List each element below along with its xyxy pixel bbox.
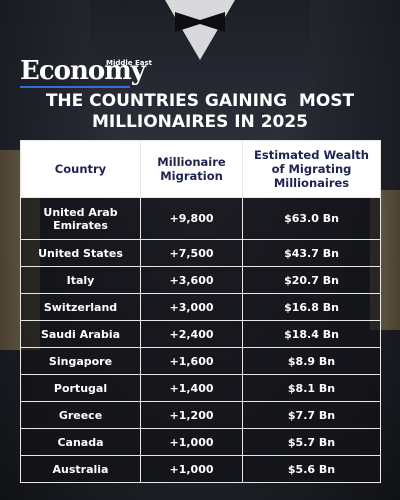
table-row: Singapore +1,600 $8.9 Bn	[20, 347, 381, 375]
table-row: Italy +3,600 $20.7 Bn	[20, 266, 381, 294]
table-row: United Arab Emirates +9,800 $63.0 Bn	[20, 197, 381, 240]
table-cell: Greece	[20, 401, 141, 429]
header-cell: Estimated Wealth of Migrating Millionair…	[242, 140, 381, 198]
header-cell: Country	[20, 140, 141, 198]
header-row: Country Millionaire Migration Estimated We…	[20, 140, 381, 198]
title-line: THE COUNTRIES GAINING MOST	[45, 91, 355, 111]
table-cell: +3,600	[140, 266, 243, 294]
table-row: Switzerland +3,000 $16.8 Bn	[20, 293, 381, 321]
table-cell: Switzerland	[20, 293, 141, 321]
background-bowtie	[175, 12, 225, 32]
table-cell: Italy	[20, 266, 141, 294]
brand: Middle East Economy	[20, 56, 152, 88]
table-cell: $8.9 Bn	[242, 347, 381, 375]
table-cell: Canada	[20, 428, 141, 456]
table-cell: +1,200	[140, 401, 243, 429]
table-cell: $18.4 Bn	[242, 320, 381, 348]
table-cell: +9,800	[140, 197, 243, 240]
table-cell: United Arab Emirates	[20, 197, 141, 240]
title: THE COUNTRIES GAINING MOST MILLIONAIRES I…	[0, 91, 400, 133]
brand-small: Middle East	[106, 59, 152, 67]
table-cell: +2,400	[140, 320, 243, 348]
table: Country Millionaire Migration Estimated We…	[20, 140, 381, 483]
table-row: Saudi Arabia +2,400 $18.4 Bn	[20, 320, 381, 348]
table-cell: Australia	[20, 455, 141, 483]
table-cell: +1,400	[140, 374, 243, 402]
table-cell: $5.6 Bn	[242, 455, 381, 483]
table-cell: Singapore	[20, 347, 141, 375]
brand-underline	[20, 86, 130, 88]
table-cell: +3,000	[140, 293, 243, 321]
title-line: MILLIONAIRES IN 2025	[91, 112, 309, 132]
table-cell: +1,000	[140, 428, 243, 456]
table-cell: Saudi Arabia	[20, 320, 141, 348]
table-cell: $5.7 Bn	[242, 428, 381, 456]
table-row: United States +7,500 $43.7 Bn	[20, 239, 381, 267]
table-cell: +1,600	[140, 347, 243, 375]
table-cell: $8.1 Bn	[242, 374, 381, 402]
table-cell: $7.7 Bn	[242, 401, 381, 429]
table-cell: $43.7 Bn	[242, 239, 381, 267]
table-cell: $16.8 Bn	[242, 293, 381, 321]
header-cell: Millionaire Migration	[140, 140, 243, 198]
table-cell: United States	[20, 239, 141, 267]
brand-name: Economy	[20, 56, 146, 86]
table-cell: Portugal	[20, 374, 141, 402]
table-row: Portugal +1,400 $8.1 Bn	[20, 374, 381, 402]
table-cell: +1,000	[140, 455, 243, 483]
table-row: Greece +1,200 $7.7 Bn	[20, 401, 381, 429]
table-cell: +7,500	[140, 239, 243, 267]
table-row: Australia +1,000 $5.6 Bn	[20, 455, 381, 483]
table-row: Canada +1,000 $5.7 Bn	[20, 428, 381, 456]
table-cell: $20.7 Bn	[242, 266, 381, 294]
table-cell: $63.0 Bn	[242, 197, 381, 240]
